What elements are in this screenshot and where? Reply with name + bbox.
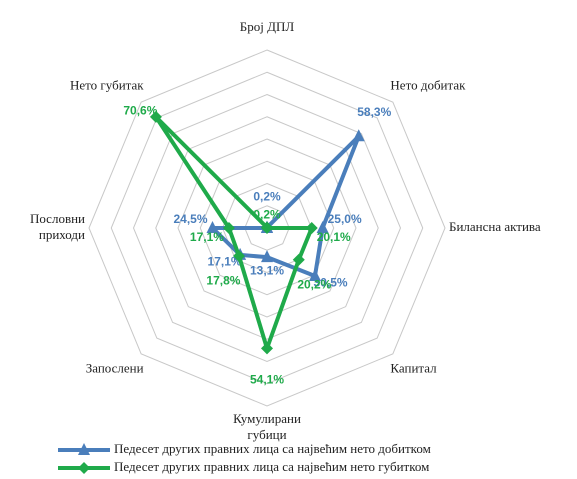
axis-label: Пословни приходи — [30, 211, 85, 242]
data-point — [352, 129, 365, 142]
axis-label: Број ДПЛ — [240, 19, 295, 34]
value-label: 13,1% — [250, 263, 284, 277]
axis-label: Нето добитак — [390, 78, 466, 93]
value-label: 20,2% — [297, 278, 331, 292]
value-label: 0,2% — [253, 190, 281, 204]
value-label: 17,8% — [206, 274, 240, 288]
data-point — [206, 221, 219, 233]
value-label: 25,0% — [328, 212, 362, 226]
axis-label: Запослени — [86, 360, 144, 375]
value-label: 70,6% — [123, 104, 157, 118]
axis-label: Кумулирани губици — [233, 411, 301, 442]
grid-ring — [199, 160, 335, 296]
data-point — [292, 253, 305, 266]
data-point — [261, 342, 273, 355]
value-label: 54,1% — [250, 373, 284, 387]
series-line — [153, 114, 314, 351]
data-point — [261, 250, 273, 263]
value-label: 17,1% — [208, 255, 242, 269]
data-point — [222, 222, 235, 234]
legend-marker — [78, 462, 90, 474]
data-point — [316, 221, 329, 233]
axis-label-line: Кумулирани — [233, 411, 301, 426]
axis-label-line: Пословни — [30, 211, 85, 226]
value-label: 0,2% — [253, 208, 281, 222]
legend-label: Педесет других правних лица са највећим … — [114, 441, 431, 456]
grid-ring — [132, 93, 402, 363]
axis-label: Капитал — [390, 360, 437, 375]
grid-ring — [110, 71, 424, 385]
axis-label-line: приходи — [39, 227, 85, 242]
data-point — [308, 268, 321, 281]
data-point — [149, 110, 162, 123]
axis-label: Нето губитак — [70, 78, 144, 93]
grid-ring — [155, 116, 379, 340]
axis-label: Билансна актива — [449, 219, 541, 234]
value-label: 30,5% — [314, 276, 348, 290]
value-label: 24,5% — [173, 212, 207, 226]
value-label: 17,1% — [190, 230, 224, 244]
data-point — [232, 250, 245, 263]
legend-marker — [78, 443, 90, 455]
data-point — [305, 222, 318, 234]
value-label: 20,1% — [317, 230, 351, 244]
grid-ring — [221, 182, 313, 274]
axis-label-line: губици — [247, 427, 286, 442]
value-label: 58,3% — [357, 105, 391, 119]
legend-label: Педесет других правних лица са највећим … — [114, 459, 429, 474]
data-point — [261, 222, 273, 234]
grid-ring — [88, 49, 446, 407]
